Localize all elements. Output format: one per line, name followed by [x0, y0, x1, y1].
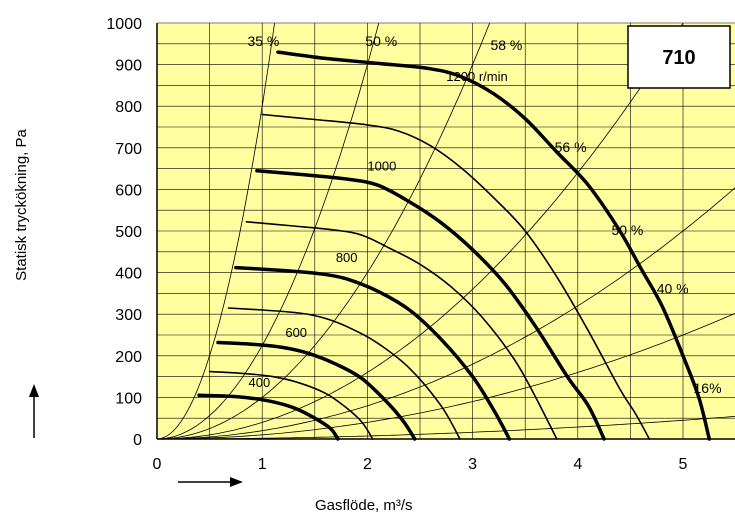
y-axis-arrow	[29, 384, 39, 438]
efficiency-label: 50 %	[365, 33, 397, 49]
x-tick-label: 0	[153, 456, 162, 473]
x-tick-label: 2	[363, 456, 372, 473]
efficiency-line	[157, 23, 380, 439]
x-tick-labels: 0 1 2 3 4 5	[153, 456, 688, 473]
efficiency-label: 16%	[694, 380, 722, 396]
speed-curve-label: 800	[336, 250, 358, 265]
speed-curve-labels: 1200 r/min 1000 800 600 400	[249, 69, 508, 390]
model-box	[627, 25, 731, 89]
efficiency-label: 35 %	[247, 33, 279, 49]
speed-curve	[216, 340, 417, 441]
speed-curves	[197, 50, 712, 441]
speed-curve-label: 1200 r/min	[446, 69, 507, 84]
y-tick-label: 400	[115, 266, 142, 283]
efficiency-label: 56 %	[555, 139, 587, 155]
x-tick-label: 4	[573, 456, 582, 473]
y-tick-label: 100	[115, 390, 142, 407]
efficiency-label: 58 %	[490, 37, 522, 53]
speed-curve	[208, 370, 374, 440]
x-tick-label: 5	[679, 456, 688, 473]
y-tick-label: 300	[115, 307, 142, 324]
y-tick-label: 600	[115, 182, 142, 199]
y-axis-title: Statisk tryckökning, Pa	[13, 128, 30, 280]
efficiency-line	[157, 23, 684, 439]
speed-curve	[261, 113, 651, 440]
efficiency-labels: 35 % 50 % 58 % 56 % 50 % 40 % 16%	[247, 33, 721, 396]
y-tick-label: 900	[115, 58, 142, 75]
speed-curve	[197, 393, 340, 441]
x-axis-title: Gasflöde, m³/s	[315, 497, 413, 514]
efficiency-line	[157, 23, 491, 439]
speed-curve-label: 600	[285, 325, 307, 340]
speed-curve	[227, 307, 461, 440]
speed-curve-label: 1000	[367, 159, 396, 174]
x-tick-label: 3	[468, 456, 477, 473]
x-tick-label: 1	[258, 456, 267, 473]
y-tick-label: 1000	[106, 16, 142, 33]
y-tick-label: 800	[115, 99, 142, 116]
speed-curve-label: 400	[249, 375, 271, 390]
x-axis-arrow	[178, 477, 243, 487]
efficiency-label: 40 %	[657, 280, 689, 296]
y-tick-label: 0	[133, 432, 142, 449]
y-tick-labels: 0 100 200 300 400 500 600 700 800 900 1000	[106, 16, 142, 449]
speed-curve	[276, 50, 712, 441]
efficiency-line	[157, 23, 275, 439]
model-label: 710	[662, 47, 695, 69]
speed-curve	[234, 265, 512, 441]
y-tick-label: 500	[115, 224, 142, 241]
speed-curve	[255, 168, 606, 441]
y-tick-label: 200	[115, 349, 142, 366]
efficiency-line	[157, 313, 735, 439]
efficiency-label: 50 %	[611, 222, 643, 238]
speed-curve	[245, 221, 558, 440]
y-tick-label: 700	[115, 141, 142, 158]
